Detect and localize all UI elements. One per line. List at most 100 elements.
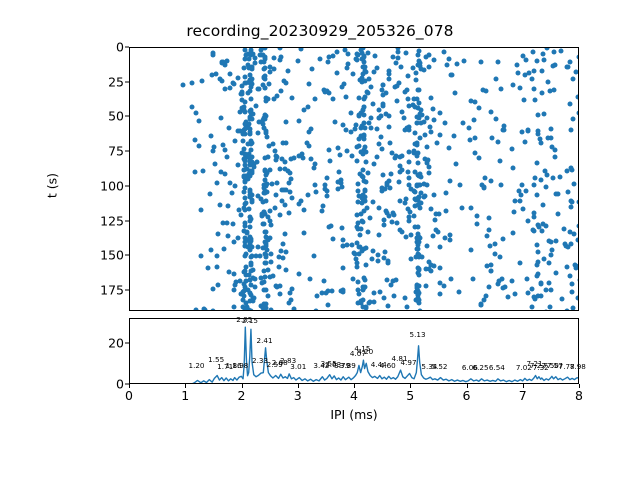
scatter-point (363, 159, 369, 165)
scatter-point (262, 274, 268, 280)
scatter-point (262, 168, 268, 174)
scatter-point (360, 167, 366, 173)
x-tick-mark (129, 384, 130, 388)
scatter-point (395, 48, 401, 51)
scatter-point (242, 151, 248, 157)
scatter-point (416, 272, 422, 278)
scatter-point (431, 57, 437, 63)
scatter-point (403, 196, 409, 202)
scatter-point (375, 252, 381, 258)
scatter-point (282, 231, 288, 237)
scatter-point (396, 179, 402, 185)
x-tick-mark (410, 384, 412, 388)
scatter-point (242, 56, 248, 62)
scatter-point (248, 84, 254, 90)
scatter-point (488, 268, 494, 274)
hist-y-tick-label: 20 (108, 335, 124, 351)
scatter-point (241, 65, 247, 71)
scatter-point (218, 169, 224, 175)
peak-label: 2.59 (266, 359, 283, 369)
scatter-point (417, 205, 423, 211)
scatter-point (213, 71, 219, 77)
scatter-point (340, 289, 346, 295)
scatter-point (415, 105, 421, 111)
scatter-point (383, 111, 389, 117)
scatter-point (362, 78, 368, 84)
scatter-point (552, 147, 558, 153)
scatter-point (311, 253, 317, 259)
scatter-point (265, 293, 271, 299)
scatter-point (553, 191, 559, 197)
peak-label: 7.21 (526, 358, 543, 368)
scatter-point (436, 211, 442, 217)
scatter-point (224, 58, 230, 64)
scatter-point (418, 107, 424, 113)
scatter-point (384, 277, 390, 283)
scatter-point (380, 82, 386, 88)
scatter-point (340, 122, 346, 128)
scatter-point (361, 64, 367, 70)
scatter-point (241, 281, 247, 287)
y-tick-mark (125, 185, 129, 187)
scatter-point (539, 68, 545, 74)
scatter-point (227, 85, 233, 91)
scatter-point (258, 48, 264, 53)
scatter-point (540, 202, 546, 208)
scatter-point (380, 172, 386, 178)
scatter-point (424, 144, 430, 150)
scatter-point (372, 53, 378, 59)
x-tick-label: 1 (181, 388, 190, 403)
scatter-point (365, 170, 371, 176)
scatter-point (301, 107, 307, 113)
scatter-point (298, 48, 304, 52)
scatter-point (398, 64, 404, 70)
scatter-point (335, 179, 341, 185)
scatter-point (569, 289, 575, 295)
scatter-point (267, 64, 273, 70)
scatter-point (576, 295, 578, 301)
scatter-point (519, 129, 525, 135)
scatter-point (417, 111, 423, 117)
scatter-point (307, 276, 313, 282)
scatter-point (245, 244, 251, 250)
peak-label: 2.15 (241, 316, 258, 326)
scatter-point (263, 260, 269, 266)
scatter-point (363, 262, 369, 268)
scatter-point (248, 292, 254, 298)
y-tick-label: 25 (108, 74, 124, 90)
scatter-point (374, 154, 380, 160)
scatter-point (340, 243, 346, 249)
scatter-point (262, 190, 268, 196)
scatter-point (543, 223, 549, 229)
y-tick-mark (125, 254, 129, 256)
scatter-point (358, 48, 364, 53)
scatter-point (249, 253, 255, 259)
scatter-point (260, 199, 266, 205)
scatter-point (535, 222, 541, 228)
scatter-point (535, 293, 541, 299)
scatter-point (510, 230, 516, 236)
scatter-point (242, 99, 248, 105)
scatter-point (324, 188, 330, 194)
scatter-point (361, 104, 367, 110)
scatter-point (251, 161, 257, 167)
scatter-point (241, 288, 247, 294)
x-tick-label: 4 (350, 388, 358, 403)
scatter-point (343, 127, 349, 133)
scatter-point (386, 213, 392, 219)
scatter-point (368, 115, 374, 121)
scatter-point (538, 293, 544, 299)
scatter-point (408, 232, 414, 238)
scatter-point (389, 219, 395, 225)
scatter-point (466, 125, 472, 131)
scatter-point (371, 290, 376, 296)
scatter-point (265, 96, 271, 102)
scatter-point (245, 176, 251, 182)
scatter-point (362, 125, 368, 131)
scatter-point (453, 161, 459, 167)
scatter-point (368, 125, 374, 131)
peak-label: 5.13 (409, 329, 426, 339)
y-tick-label: 150 (100, 247, 124, 263)
scatter-point (416, 115, 422, 121)
scatter-point (235, 128, 241, 134)
